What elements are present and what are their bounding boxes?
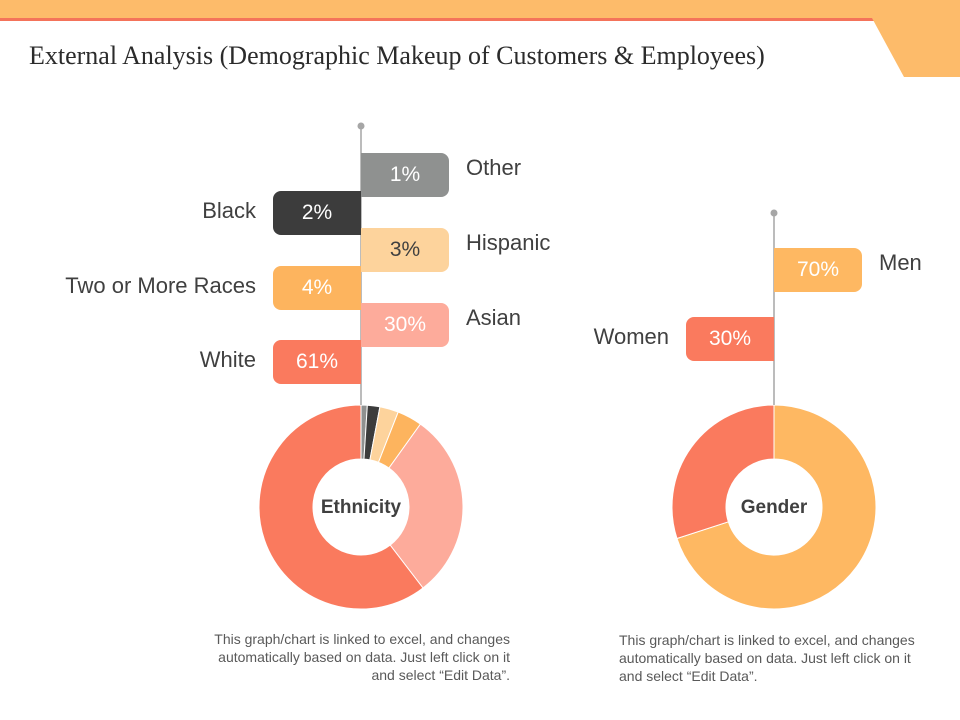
gender-category-label-men: Men <box>879 250 922 275</box>
note-line: This graph/chart is linked to excel, and… <box>619 632 915 648</box>
gender-leader-dot <box>770 209 778 217</box>
gender-value-tag-men: 70% <box>774 248 862 292</box>
header-accent-line <box>0 18 876 21</box>
ethnicity-value-tag-black: 2% <box>273 191 361 235</box>
ethnicity-value-tag-asian: 30% <box>361 303 449 347</box>
ethnicity-donut[interactable] <box>258 404 464 610</box>
gender-category-label-women: Women <box>593 324 669 349</box>
gender-slice-women[interactable] <box>671 404 775 540</box>
ethnicity-slice-white[interactable] <box>258 404 424 610</box>
note-line: and select “Edit Data”. <box>371 667 510 683</box>
header-accent-band <box>0 0 960 18</box>
note-line: and select “Edit Data”. <box>619 668 758 684</box>
gender-value-tag-women: 30% <box>686 317 774 361</box>
ethnicity-value-tag-hispanic: 3% <box>361 228 449 272</box>
gender-slice-men[interactable] <box>676 404 877 610</box>
ethnicity-category-label-white: White <box>199 347 256 372</box>
gender-donut[interactable] <box>671 404 877 610</box>
ethnicity-category-label-asian: Asian <box>466 305 522 330</box>
ethnicity-chart-note: This graph/chart is linked to excel, and… <box>180 630 510 684</box>
ethnicity-value-tag-white: 61% <box>273 340 361 384</box>
gender-center-label: Gender <box>740 497 808 518</box>
ethnicity-category-label-hispanic: Hispanic <box>466 230 551 255</box>
slide-title: External Analysis (Demographic Makeup of… <box>29 41 765 70</box>
note-line: automatically based on data. Just left c… <box>619 650 911 666</box>
ethnicity-slice-asian[interactable] <box>388 423 464 589</box>
ethnicity-center-label: Ethnicity <box>320 497 402 518</box>
gender-chart-note: This graph/chart is linked to excel, and… <box>619 631 949 685</box>
ethnicity-category-label-other: Other <box>466 155 522 180</box>
note-line: automatically based on data. Just left c… <box>218 649 510 665</box>
ethnicity-value-tag-two-or-more-races: 4% <box>273 266 361 310</box>
ethnicity-leader-dot <box>357 122 365 130</box>
ethnicity-category-label-two-or-more-races: Two or More Races <box>65 273 256 298</box>
ethnicity-category-label-black: Black <box>202 198 256 223</box>
note-line: This graph/chart is linked to excel, and… <box>214 631 510 647</box>
ethnicity-value-tag-other: 1% <box>361 153 449 197</box>
